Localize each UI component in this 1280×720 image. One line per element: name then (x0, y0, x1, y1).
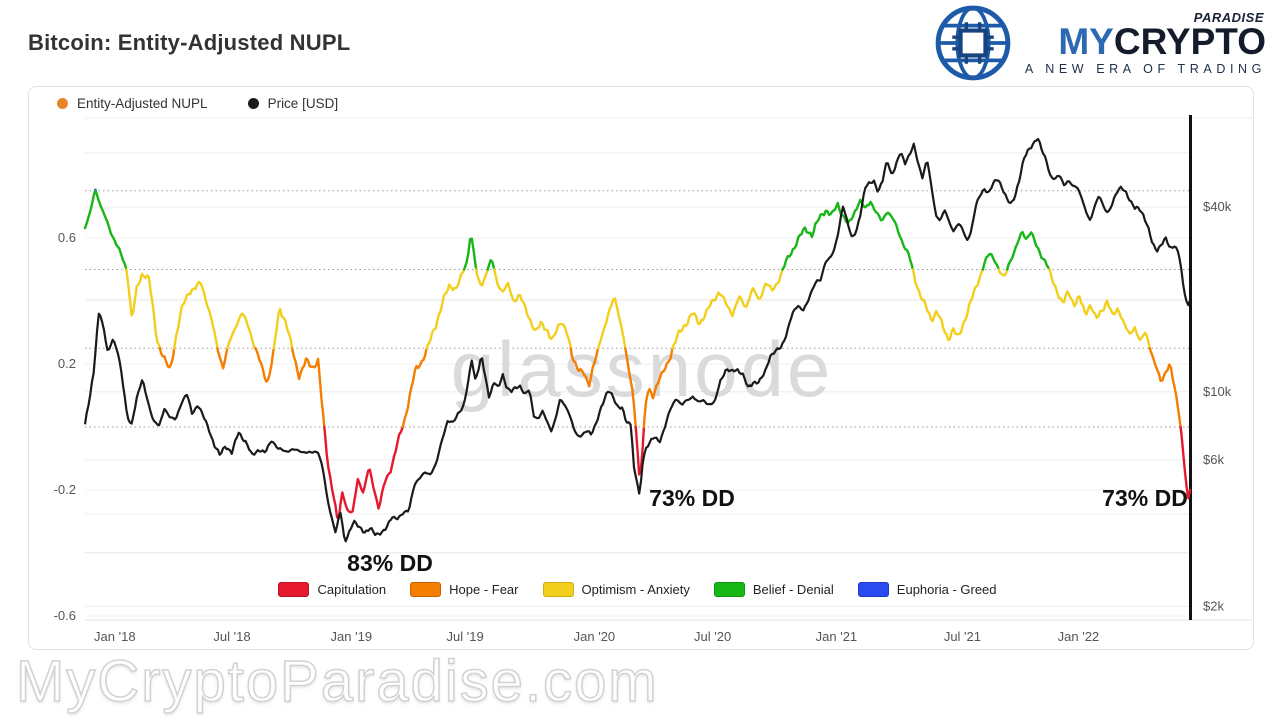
legend-item: Price [USD] (247, 96, 339, 111)
zone-label: Hope - Fear (449, 582, 519, 597)
legend-label: Entity-Adjusted NUPL (77, 96, 208, 111)
chart-series-legend: Entity-Adjusted NUPL Price [USD] (57, 96, 338, 111)
zone-legend-item: Euphoria - Greed (857, 582, 997, 597)
zone-legend-item: Capitulation (278, 582, 386, 597)
logo-paradise: PARADISE (1193, 9, 1264, 25)
zone-swatch-icon (278, 582, 310, 597)
nupl-zone-legend: Capitulation Hope - Fear Optimism - Anxiet… (85, 582, 1190, 597)
zone-swatch-icon (713, 582, 745, 597)
page-title: Bitcoin: Entity-Adjusted NUPL (28, 30, 351, 55)
mycrypto-logo: PARADISE MYCRYPTO A NEW ERA OF TRADING (931, 4, 1266, 82)
logo-text: PARADISE MYCRYPTO A NEW ERA OF TRADING (1025, 10, 1266, 77)
logo-tagline: A NEW ERA OF TRADING (1024, 62, 1266, 77)
zone-label: Capitulation (317, 582, 387, 597)
zone-swatch-icon (410, 582, 442, 597)
zone-label: Euphoria - Greed (896, 582, 997, 597)
logo-wordmark: MYCRYPTO (1058, 20, 1266, 62)
globe-circuit-icon (935, 5, 1011, 81)
legend-dot-icon (57, 98, 68, 109)
zone-legend-item: Hope - Fear (410, 582, 519, 597)
zone-legend-item: Belief - Denial (713, 582, 834, 597)
legend-label: Price [USD] (267, 96, 339, 111)
zone-swatch-icon (857, 582, 889, 597)
legend-item: Entity-Adjusted NUPL (57, 96, 208, 111)
logo-my: MY (1058, 20, 1114, 62)
zone-swatch-icon (542, 582, 574, 597)
logo-crypto: CRYPTO (1113, 20, 1266, 62)
zone-legend-item: Optimism - Anxiety (542, 582, 690, 597)
mycryptoparadise-watermark: MyCryptoParadise.com (15, 648, 659, 715)
zone-label: Optimism - Anxiety (581, 582, 690, 597)
zone-label: Belief - Denial (752, 582, 834, 597)
chart-card (28, 86, 1254, 650)
legend-dot-icon (247, 98, 259, 109)
